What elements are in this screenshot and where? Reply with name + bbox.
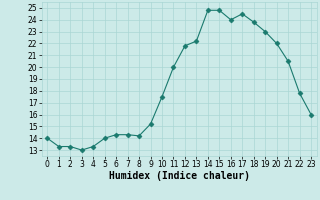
- X-axis label: Humidex (Indice chaleur): Humidex (Indice chaleur): [109, 171, 250, 181]
